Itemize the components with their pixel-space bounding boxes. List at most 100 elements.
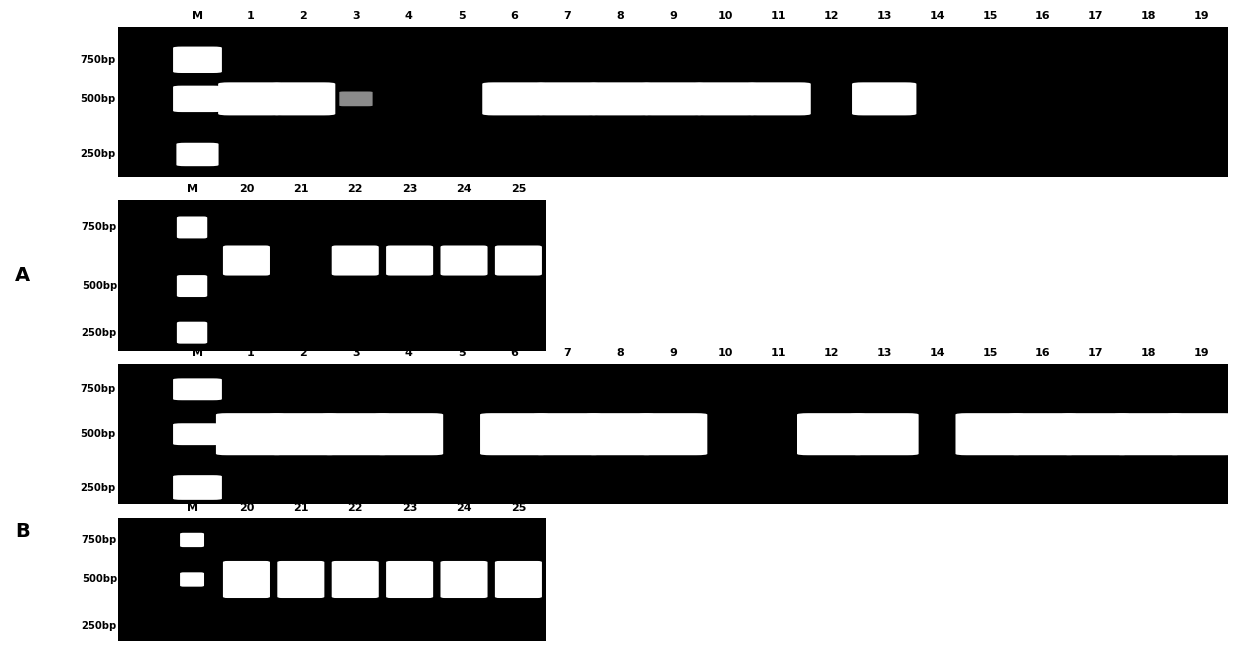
- FancyBboxPatch shape: [321, 413, 391, 456]
- Text: 24: 24: [456, 503, 472, 513]
- FancyBboxPatch shape: [440, 561, 487, 598]
- Text: 21: 21: [293, 503, 309, 513]
- Text: 14: 14: [929, 349, 945, 359]
- Text: 500bp: 500bp: [81, 430, 115, 439]
- FancyBboxPatch shape: [639, 413, 707, 456]
- FancyBboxPatch shape: [374, 413, 443, 456]
- Text: 12: 12: [823, 11, 839, 21]
- FancyBboxPatch shape: [269, 413, 337, 456]
- Text: 750bp: 750bp: [81, 384, 115, 394]
- Text: 22: 22: [347, 503, 363, 513]
- Text: 750bp: 750bp: [81, 55, 115, 65]
- Text: 20: 20: [239, 184, 254, 194]
- Text: 250bp: 250bp: [82, 621, 117, 631]
- Text: 19: 19: [1193, 11, 1209, 21]
- Text: A: A: [15, 266, 30, 285]
- Text: 11: 11: [771, 11, 786, 21]
- FancyBboxPatch shape: [177, 275, 207, 297]
- Text: 25: 25: [511, 503, 526, 513]
- FancyBboxPatch shape: [536, 82, 599, 116]
- Text: 2: 2: [299, 349, 308, 359]
- FancyBboxPatch shape: [174, 378, 222, 400]
- FancyBboxPatch shape: [176, 143, 218, 166]
- FancyBboxPatch shape: [797, 413, 866, 456]
- Text: 13: 13: [877, 349, 892, 359]
- Text: 750bp: 750bp: [82, 222, 117, 232]
- Text: 500bp: 500bp: [82, 281, 117, 291]
- Text: 7: 7: [563, 11, 572, 21]
- Text: 11: 11: [771, 349, 786, 359]
- FancyBboxPatch shape: [218, 82, 283, 116]
- Text: 6: 6: [511, 349, 518, 359]
- Text: 21: 21: [293, 184, 309, 194]
- Text: 22: 22: [347, 184, 363, 194]
- Text: 500bp: 500bp: [82, 574, 117, 584]
- Text: 14: 14: [929, 11, 945, 21]
- FancyBboxPatch shape: [180, 572, 205, 587]
- FancyBboxPatch shape: [1061, 413, 1130, 456]
- FancyBboxPatch shape: [386, 561, 433, 598]
- FancyBboxPatch shape: [177, 216, 207, 238]
- Text: 9: 9: [670, 11, 677, 21]
- FancyBboxPatch shape: [223, 561, 270, 598]
- Text: 8: 8: [616, 349, 624, 359]
- FancyBboxPatch shape: [278, 561, 325, 598]
- FancyBboxPatch shape: [1008, 413, 1078, 456]
- Text: 8: 8: [616, 11, 624, 21]
- Text: 23: 23: [402, 184, 418, 194]
- FancyBboxPatch shape: [340, 92, 372, 106]
- FancyBboxPatch shape: [216, 413, 285, 456]
- Text: 1: 1: [247, 349, 254, 359]
- FancyBboxPatch shape: [440, 245, 487, 275]
- FancyBboxPatch shape: [386, 245, 433, 275]
- FancyBboxPatch shape: [480, 413, 549, 456]
- Text: 10: 10: [718, 349, 733, 359]
- Text: 2: 2: [299, 11, 308, 21]
- Text: 250bp: 250bp: [82, 328, 117, 337]
- Text: 6: 6: [511, 11, 518, 21]
- Text: 4: 4: [404, 349, 413, 359]
- FancyBboxPatch shape: [331, 561, 378, 598]
- FancyBboxPatch shape: [331, 245, 378, 275]
- Text: 12: 12: [823, 349, 839, 359]
- Text: 20: 20: [239, 503, 254, 513]
- Text: 19: 19: [1193, 349, 1209, 359]
- Text: M: M: [192, 349, 203, 359]
- FancyBboxPatch shape: [746, 82, 811, 116]
- FancyBboxPatch shape: [849, 413, 919, 456]
- Text: 250bp: 250bp: [81, 482, 115, 492]
- FancyBboxPatch shape: [1167, 413, 1235, 456]
- Text: 18: 18: [1141, 349, 1156, 359]
- FancyBboxPatch shape: [533, 413, 601, 456]
- Text: 250bp: 250bp: [81, 150, 115, 160]
- Text: 10: 10: [718, 11, 733, 21]
- FancyBboxPatch shape: [852, 82, 916, 116]
- Text: 3: 3: [352, 11, 360, 21]
- Text: 17: 17: [1087, 11, 1104, 21]
- FancyBboxPatch shape: [585, 413, 655, 456]
- Text: 16: 16: [1035, 11, 1050, 21]
- Text: M: M: [192, 11, 203, 21]
- FancyBboxPatch shape: [588, 82, 652, 116]
- FancyBboxPatch shape: [641, 82, 706, 116]
- FancyBboxPatch shape: [174, 424, 222, 445]
- Text: B: B: [15, 522, 30, 540]
- Text: 23: 23: [402, 503, 418, 513]
- Text: 16: 16: [1035, 349, 1050, 359]
- Text: 5: 5: [458, 11, 465, 21]
- FancyBboxPatch shape: [956, 413, 1024, 456]
- Text: 4: 4: [404, 11, 413, 21]
- FancyBboxPatch shape: [174, 86, 222, 112]
- FancyBboxPatch shape: [495, 245, 542, 275]
- FancyBboxPatch shape: [177, 322, 207, 343]
- Text: 17: 17: [1087, 349, 1104, 359]
- Text: 500bp: 500bp: [81, 94, 115, 104]
- Text: 5: 5: [458, 349, 465, 359]
- FancyBboxPatch shape: [223, 245, 270, 275]
- Text: 9: 9: [670, 349, 677, 359]
- Text: M: M: [186, 503, 197, 513]
- FancyBboxPatch shape: [272, 82, 335, 116]
- FancyBboxPatch shape: [174, 475, 222, 500]
- Text: 25: 25: [511, 184, 526, 194]
- Text: M: M: [186, 184, 197, 194]
